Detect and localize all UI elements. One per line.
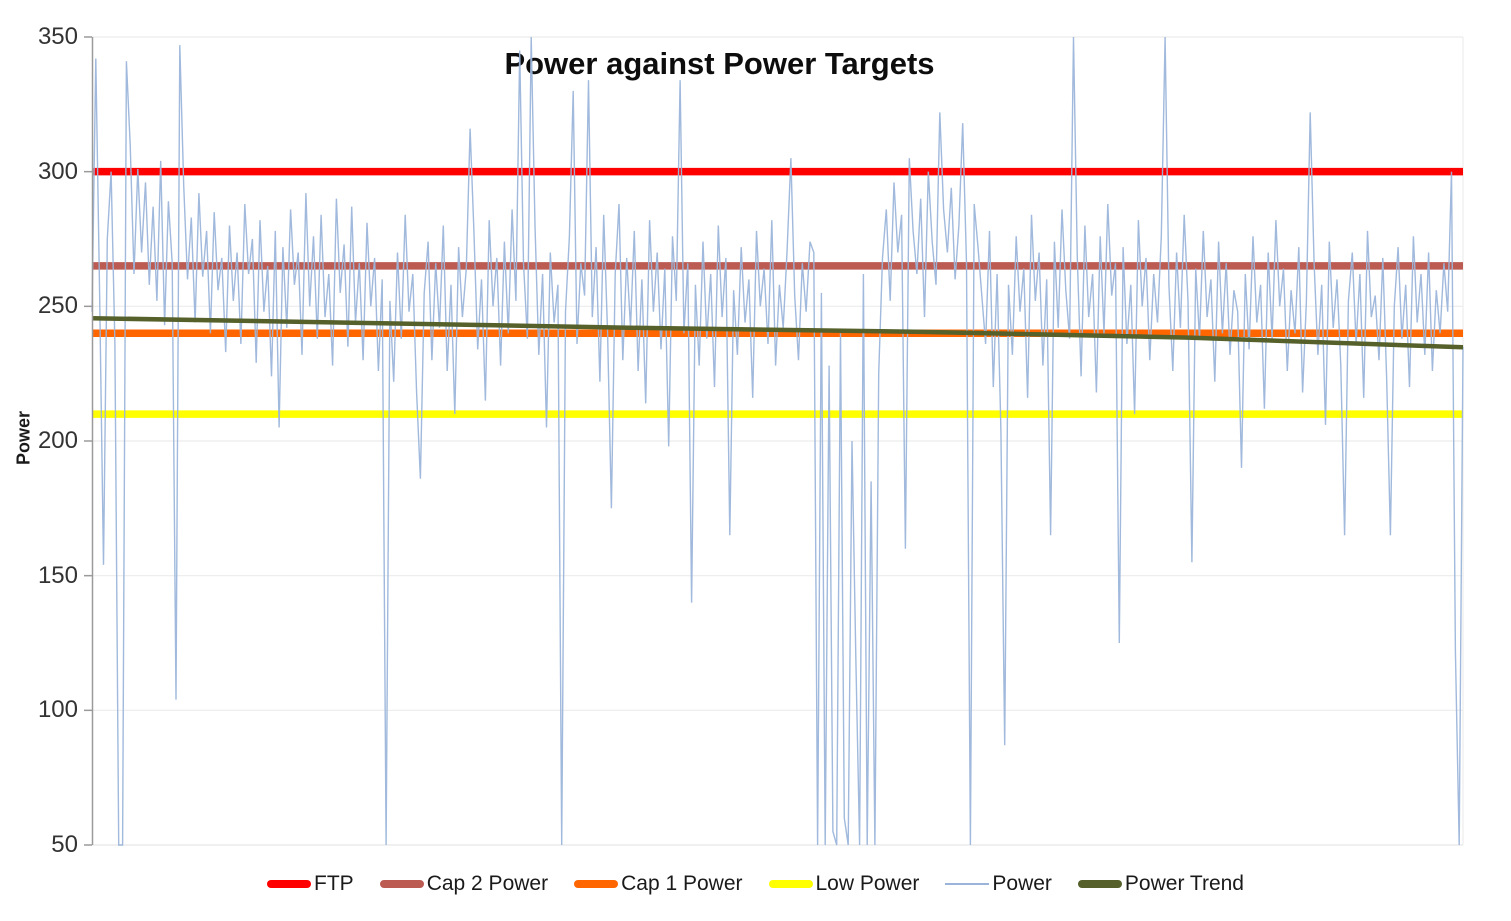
legend-label: Cap 1 Power bbox=[621, 872, 743, 895]
y-tick-label-300: 300 bbox=[37, 158, 78, 185]
power-trend-line-swatch bbox=[1077, 880, 1122, 888]
legend: FTP Cap 2 Power Cap 1 Power Low Power Po… bbox=[0, 866, 1511, 902]
legend-label: Low Power bbox=[815, 872, 920, 895]
legend-label: Power Trend bbox=[1124, 872, 1244, 895]
cap1-line-swatch bbox=[574, 880, 619, 888]
legend-label: Cap 2 Power bbox=[426, 872, 549, 895]
legend-item-ftp: FTP bbox=[267, 872, 354, 896]
chart-title: Power against Power Targets bbox=[504, 46, 935, 81]
legend-label: Power bbox=[992, 872, 1052, 895]
y-tick-label-50: 50 bbox=[51, 831, 78, 858]
y-tick-label-200: 200 bbox=[37, 427, 78, 454]
legend-item-cap1-power: Cap 1 Power bbox=[574, 872, 743, 896]
cap2-line-swatch bbox=[379, 880, 424, 888]
legend-label: FTP bbox=[314, 872, 354, 895]
y-tick-label-250: 250 bbox=[37, 292, 78, 319]
ftp-line-swatch bbox=[267, 880, 312, 888]
legend-item-cap2-power: Cap 2 Power bbox=[379, 872, 549, 896]
y-tick-label-150: 150 bbox=[37, 562, 78, 589]
y-tick-label-350: 350 bbox=[37, 23, 78, 50]
legend-item-power-trend: Power Trend bbox=[1077, 872, 1244, 896]
low-power-line-swatch bbox=[768, 880, 813, 888]
power-line-swatch bbox=[945, 883, 990, 885]
y-tick-label-100: 100 bbox=[37, 696, 78, 723]
legend-item-low-power: Low Power bbox=[768, 872, 920, 896]
legend-item-power: Power bbox=[945, 872, 1052, 896]
